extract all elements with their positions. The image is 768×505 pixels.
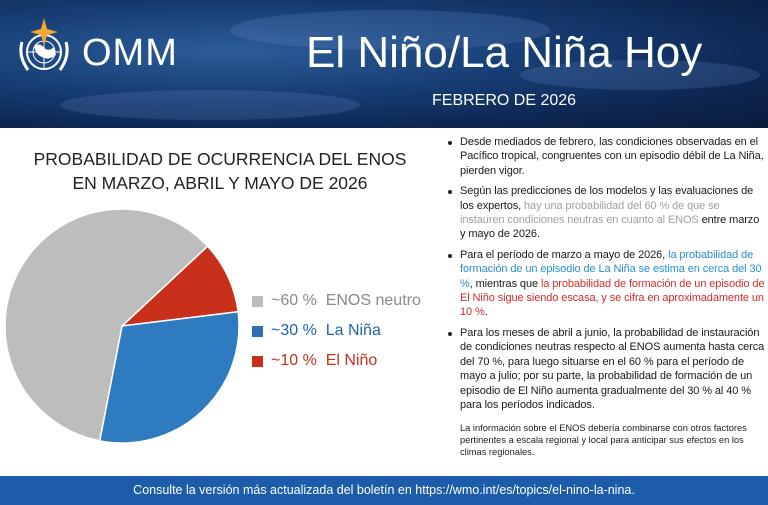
header-banner: OMM El Niño/La Niña Hoy FEBRERO DE 2026	[0, 0, 768, 128]
highlight-el-nino: la probabilidad de formación de un episo…	[460, 277, 765, 319]
legend-value: ~10 %	[271, 352, 317, 369]
omm-logo-text: OMM	[82, 32, 178, 74]
bullet-item: Para los meses de abril a junio, la prob…	[446, 326, 766, 412]
page-subtitle: FEBRERO DE 2026	[432, 92, 577, 109]
chart-title: PROBABILIDAD DE OCURRENCIA DEL ENOS EN M…	[0, 147, 440, 195]
legend-label: ENOS neutro	[325, 292, 421, 309]
bullet-text: .	[484, 306, 488, 319]
pie-chart	[4, 208, 240, 444]
bullet-item: Desde mediados de febrero, las condicion…	[446, 135, 766, 178]
bullet-text: , mientras que	[469, 277, 541, 290]
bullet-text: Para el período de marzo a mayo de 2026,	[460, 248, 669, 261]
slice-el-nino	[119, 245, 239, 328]
slice-la-nina	[98, 310, 240, 444]
right-column: Desde mediados de febrero, las condicion…	[446, 135, 766, 473]
legend-swatch	[252, 295, 263, 307]
slice-neutral	[4, 208, 209, 442]
footer-bar[interactable]: Consulte la versión más actualizada del …	[0, 476, 768, 505]
legend-swatch	[252, 355, 263, 367]
legend-item-neutral: ~60 % ENOS neutro	[252, 292, 421, 310]
legend-label: La Niña	[325, 322, 381, 339]
legend-label: El Niño	[325, 352, 378, 369]
legend-value: ~30 %	[271, 322, 317, 339]
bullet-text: Según las predicciones de los modelos y …	[460, 185, 754, 212]
bullet-item: Según las predicciones de los modelos y …	[446, 184, 766, 242]
bullet-list: Desde mediados de febrero, las condicion…	[446, 135, 766, 418]
highlight-neutral: hay una probabilidad del 60 % de que se …	[460, 199, 720, 227]
legend-value: ~60 %	[271, 292, 317, 309]
footnote: La información sobre el ENOS debería com…	[460, 423, 747, 458]
bullet-item: Para el período de marzo a mayo de 2026,…	[446, 248, 766, 320]
legend-item-la-nina: ~30 % La Niña	[252, 322, 381, 340]
highlight-la-nina: la probabilidad de formación de un episo…	[460, 248, 762, 290]
legend-item-el-nino: ~10 % El Niño	[252, 352, 377, 370]
page-title: El Niño/La Niña Hoy	[306, 28, 703, 77]
wmo-emblem-icon	[19, 18, 69, 71]
legend-swatch	[252, 325, 263, 337]
bullet-text: entre marzo y mayo de 2026.	[460, 214, 760, 241]
chart-title-line-2: EN MARZO, ABRIL Y MAYO DE 2026	[72, 173, 368, 193]
chart-title-line-1: PROBABILIDAD DE OCURRENCIA DEL ENOS	[33, 149, 407, 169]
